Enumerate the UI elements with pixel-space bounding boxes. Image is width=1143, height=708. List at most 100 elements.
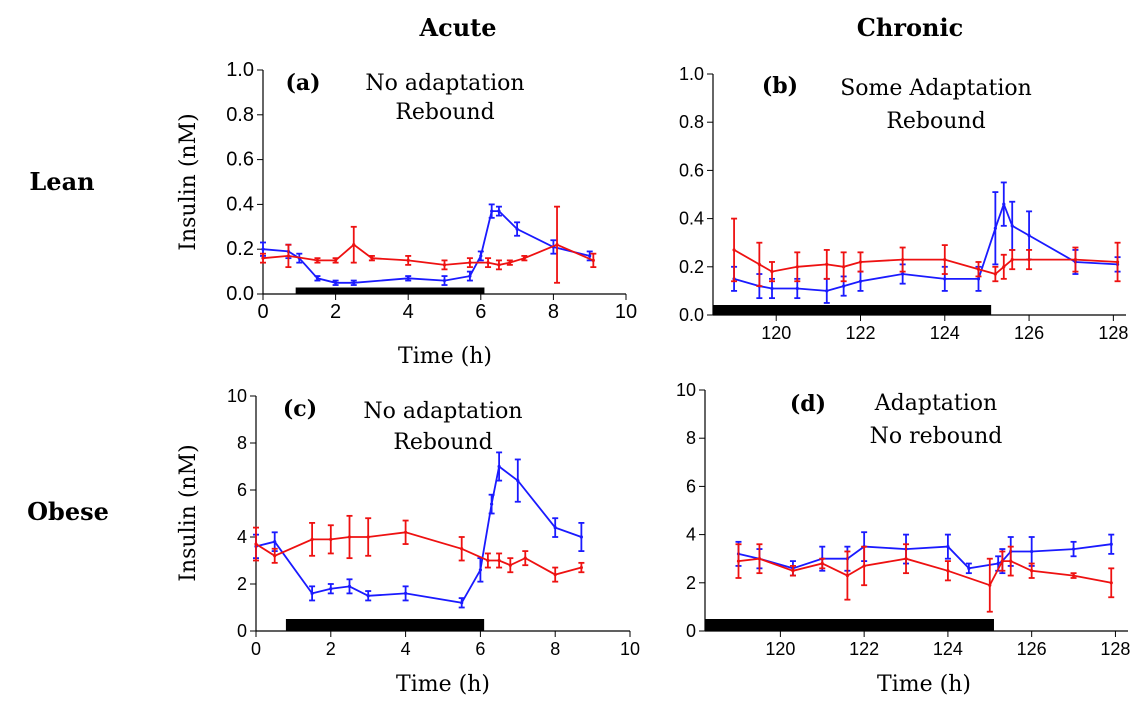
data-point-blue — [315, 276, 320, 280]
data-point-red — [904, 557, 908, 561]
y-tick-label: 0.4 — [679, 209, 704, 229]
data-point-blue — [795, 286, 799, 291]
data-point-red — [555, 243, 559, 247]
data-point-red — [736, 559, 741, 563]
data-point-red — [497, 263, 501, 267]
x-tick-label: 6 — [475, 639, 485, 659]
data-point-red — [757, 262, 761, 266]
panel-label: (b) — [762, 73, 798, 99]
data-point-blue — [497, 209, 501, 213]
data-point-red — [757, 557, 762, 561]
data-point-red — [553, 573, 557, 577]
data-point-blue — [967, 566, 971, 570]
data-point-blue — [1027, 233, 1031, 238]
data-point-blue — [347, 584, 352, 588]
data-point-blue — [579, 535, 583, 539]
x-tick-label: 122 — [845, 323, 875, 343]
x-axis-label: Time (h) — [398, 344, 492, 369]
x-axis-label: Time (h) — [396, 672, 490, 697]
y-tick-label: 0.2 — [226, 238, 254, 260]
data-point-blue — [490, 502, 494, 506]
data-point-red — [273, 554, 277, 558]
y-tick-label: 0.2 — [679, 257, 704, 277]
data-point-red — [791, 569, 795, 573]
annotation-line-2: Rebound — [393, 430, 492, 455]
data-point-blue — [842, 284, 846, 288]
data-point-blue — [770, 286, 774, 291]
x-tick-label: 128 — [1100, 639, 1130, 659]
data-point-red — [404, 530, 408, 534]
panel-label: (d) — [790, 391, 826, 417]
x-tick-label: 4 — [401, 639, 411, 659]
annotation-line-2: Rebound — [886, 109, 985, 134]
y-tick-label: 6 — [237, 480, 247, 500]
x-tick-label: 10 — [620, 639, 640, 659]
data-point-red — [347, 535, 352, 539]
x-axis-label: Time (h) — [877, 672, 971, 697]
x-tick-label: 4 — [403, 301, 414, 323]
column-header-chronic: Chronic — [857, 13, 963, 42]
data-point-blue — [329, 587, 333, 591]
data-point-blue — [588, 254, 592, 258]
series-line-red — [255, 531, 582, 576]
y-tick-label: 0 — [237, 621, 247, 641]
x-tick-label: 8 — [548, 301, 559, 323]
data-point-blue — [1071, 547, 1076, 551]
data-point-red — [352, 243, 356, 247]
x-tick-label: 122 — [849, 639, 879, 659]
data-point-red — [468, 261, 472, 265]
y-tick-label: 1.0 — [226, 59, 254, 81]
data-point-red — [486, 261, 490, 265]
y-tick-label: 1.0 — [679, 64, 704, 84]
data-point-red — [732, 248, 736, 252]
data-point-blue — [946, 545, 950, 549]
data-point-red — [370, 256, 374, 260]
data-point-red — [820, 561, 824, 566]
y-axis-label: Insulin (nM) — [176, 444, 201, 581]
annotation-line-2: Rebound — [395, 100, 494, 125]
data-point-red — [1109, 581, 1113, 585]
data-point-red — [329, 537, 333, 541]
y-tick-label: 4 — [686, 525, 696, 545]
data-point-red — [460, 547, 464, 551]
panel-b: 0.0 0.2 0.4 0.6 0.8 1.0 120 122 124 126 128 (b) Some… — [679, 64, 1128, 343]
data-point-blue — [352, 281, 356, 285]
data-point-blue — [1002, 202, 1006, 206]
data-point-red — [310, 537, 314, 541]
data-point-red — [770, 270, 774, 274]
y-tick-label: 8 — [237, 433, 247, 453]
data-point-red — [508, 563, 512, 567]
data-point-blue — [460, 601, 464, 605]
y-tick-label: 2 — [686, 573, 696, 593]
x-tick-label: 2 — [330, 301, 341, 323]
panel-label: (c) — [283, 396, 317, 422]
data-point-red — [508, 261, 512, 265]
data-point-blue — [993, 226, 997, 230]
data-point-blue — [310, 591, 314, 596]
x-tick-label: 128 — [1098, 323, 1128, 343]
data-point-blue — [442, 278, 447, 283]
data-point-red — [1115, 260, 1120, 264]
annotation-line-2: No rebound — [870, 424, 1003, 449]
x-tick-label: 126 — [1014, 323, 1044, 343]
x-tick-label: 2 — [326, 639, 336, 659]
y-tick-label: 10 — [676, 380, 696, 400]
data-point-red — [1027, 257, 1031, 262]
data-point-red — [1071, 573, 1076, 578]
data-point-red — [825, 262, 829, 266]
annotation-line-1: No adaptation — [363, 399, 522, 424]
row-header-obese: Obese — [27, 497, 109, 526]
y-tick-label: 0 — [686, 621, 696, 641]
data-point-blue — [261, 247, 265, 251]
row-header-lean: Lean — [29, 167, 94, 196]
data-point-red — [862, 564, 866, 568]
treatment-bar — [705, 619, 994, 631]
data-point-red — [442, 263, 447, 267]
data-point-blue — [366, 594, 370, 598]
data-point-red — [946, 569, 950, 573]
x-tick-label: 6 — [475, 301, 486, 323]
data-point-blue — [1030, 549, 1034, 554]
data-point-blue — [516, 479, 520, 483]
y-tick-label: 0.4 — [226, 193, 254, 215]
